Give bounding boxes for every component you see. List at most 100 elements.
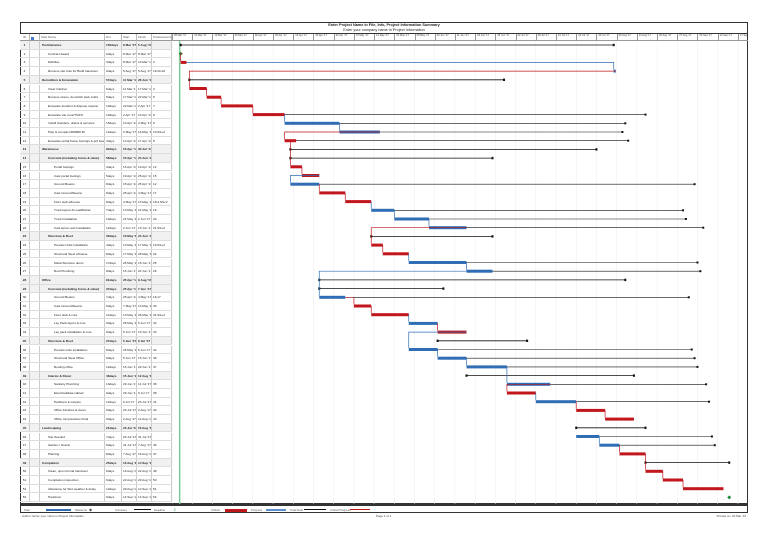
task-name[interactable]: Roofing office <box>40 362 105 371</box>
table-row[interactable]: 30 Ground Beams 7days 25 Apr '17 4 May '17 16… <box>20 293 172 302</box>
task-name[interactable]: Remove site huts for Build handover <box>40 67 105 75</box>
task-name[interactable]: Excavate portal frame footings & grd bea… <box>40 136 105 145</box>
task-name[interactable]: Sanitary Plumbing <box>40 380 105 388</box>
task-name[interactable]: Handover <box>40 493 105 502</box>
table-row[interactable]: 33 Lay Pack layout & cure 9days 26 May '17 5… <box>20 319 172 329</box>
table-row[interactable]: 5 Demolition & Excavation 57days 11 Mar '17… <box>20 75 172 85</box>
table-row[interactable]: 26 Metal Structure doors 17days 26 May '17 1… <box>20 258 172 268</box>
task-name[interactable]: Office Finishes & doors <box>40 406 105 415</box>
task-name[interactable]: Landscaping <box>40 423 105 432</box>
table-row[interactable]: 34 Lay pack installation & cure 9days 5 Jun… <box>20 328 172 337</box>
table-row[interactable]: 45 Landscaping 21days 23 Jul '17 16 Aug '17 <box>20 423 172 433</box>
task-name[interactable]: Site Seeded <box>40 432 105 441</box>
task-name[interactable]: Truck Installation <box>40 215 105 223</box>
table-row[interactable]: 48 Planting 8days 7 Aug '17 16 Aug '17 47 <box>20 449 172 459</box>
task-name[interactable]: Lay Pack layout & cure <box>40 319 105 328</box>
table-row[interactable]: 31 Cast Ground Beams 6days 7 May '17 13 May … <box>20 302 172 311</box>
table-row[interactable]: 14 Concrete (including forms & rebar) 58da… <box>20 154 172 163</box>
table-row[interactable]: 19 Floor slab w/house 8days 4 May '17 13 May… <box>20 197 172 207</box>
task-name[interactable]: Excavate footprint & dispose surplus <box>40 101 105 110</box>
task-name[interactable]: Completion inspection <box>40 476 105 484</box>
task-name[interactable]: Interior & Fitout <box>40 371 105 380</box>
table-row[interactable]: 49 Completion 25days 16 Aug '17 14 Sep '17 <box>20 458 172 468</box>
table-row[interactable]: 25 Structural Steel w/house 8days 17 May '1… <box>20 249 172 259</box>
column-header-predecessors[interactable]: Predecessors <box>152 34 172 41</box>
task-name[interactable]: Ground Beams <box>40 293 105 301</box>
table-row[interactable]: 12 Excavate portal frame footings & grd b… <box>20 136 172 146</box>
column-header-indicators[interactable] <box>30 34 40 41</box>
table-row[interactable]: 47 Garden / Gravel 6days 31 Jul '17 7 Aug '1… <box>20 441 172 450</box>
task-name[interactable]: Structural Steel Office <box>40 354 105 362</box>
task-name[interactable]: Structure & Roof <box>40 336 105 345</box>
task-name[interactable]: Metal Structure doors <box>40 258 105 267</box>
task-name[interactable]: Electrical/data cabled <box>40 389 105 397</box>
table-row[interactable]: 27 Roof Plumbing 8days 15 Jun '17 24 Jun '17… <box>20 267 172 276</box>
column-header-id[interactable]: ID <box>20 34 30 41</box>
table-row[interactable]: 22 Cast Apron and Installation 12days 2 Jun… <box>20 223 172 233</box>
task-name[interactable]: Concrete (including forms & rebar) <box>40 284 105 293</box>
task-name[interactable]: Mobilise <box>40 58 105 67</box>
table-row[interactable]: 20 Truck layout & Lead/Rebar 7days 13 May '… <box>20 206 172 215</box>
table-row[interactable]: 3 Mobilise 3days 8 Mar '17 10 Mar '17 2 <box>20 58 172 68</box>
table-row[interactable]: 2 Contract Award 0days 8 Mar '17 8 Mar '17 <box>20 49 172 59</box>
table-row[interactable]: 39 Interior & Fitout 46days 15 Jun '17 12 Au… <box>20 371 172 381</box>
table-row[interactable]: 44 Office Inmprections Final 9days 2 Aug '1… <box>20 415 172 424</box>
table-row[interactable]: 52 Allowance for Wet weather & delay 12day… <box>20 484 172 494</box>
table-row[interactable]: 17 Ground Beams 8days 15 Apr '17 25 Apr '17 1… <box>20 180 172 189</box>
task-name[interactable]: Warehouse <box>40 145 105 154</box>
task-name[interactable]: Ground Beams <box>40 180 105 188</box>
table-row[interactable]: 7 Remove stores, demolish slab, build 5day… <box>20 93 172 102</box>
table-row[interactable]: 11 Pipe & compact ###### fill 12days 2 May … <box>20 128 172 137</box>
task-name[interactable]: Install hoarders, drains & services <box>40 119 105 127</box>
task-name[interactable]: Clear Cabinet <box>40 84 105 93</box>
task-name[interactable]: Demolition & Excavation <box>40 75 105 84</box>
column-header-duration[interactable]: Dur <box>105 34 122 41</box>
table-row[interactable]: 10 Install hoarders, drains & services 15d… <box>20 119 172 128</box>
task-name[interactable]: Excavate site runs/TS/FS <box>40 110 105 119</box>
table-row[interactable]: 8 Excavate footprint & dispose surplus 10d… <box>20 101 172 111</box>
table-row[interactable]: 23 Structure & Roof 35days 13 May '17 24 Jun… <box>20 232 172 242</box>
table-row[interactable]: 18 Cast Ground Beams 8days 25 Apr '17 4 May … <box>20 188 172 198</box>
table-row[interactable]: 50 Clean, upon formal handover 6days 16 Aug… <box>20 467 172 476</box>
table-row[interactable]: 35 Structure & Roof 27days 5 Jun '17 6 Jul '… <box>20 336 172 346</box>
table-row[interactable]: 51 Completion inspection 6days 22 Aug '17 29… <box>20 476 172 485</box>
table-row[interactable]: 41 Electrical/data cabled 9days 29 Jun '17 9… <box>20 389 172 398</box>
task-name[interactable]: Remove stores, demolish slab, build <box>40 93 105 101</box>
table-row[interactable]: 6 Clear Cabinet 6days 11 Mar '17 17 Mar '17 3 <box>20 84 172 94</box>
table-row[interactable]: 38 Roofing office 12days 15 Jun '17 29 Jun '… <box>20 362 172 372</box>
task-name[interactable]: Structural Steel w/house <box>40 249 105 258</box>
table-row[interactable]: 29 Concrete (including forms & rebar) 37da… <box>20 284 172 294</box>
task-name[interactable]: Floor slab w/house <box>40 197 105 206</box>
task-name[interactable]: Structure & Roof <box>40 232 105 241</box>
task-name[interactable]: Concrete (including forms & rebar) <box>40 154 105 162</box>
table-row[interactable]: 32 Floor slab & cure 11days 13 May '17 26 Ma… <box>20 310 172 320</box>
table-row[interactable]: 13 Warehouse 90days 15 Apr '17 30 Jul '17 <box>20 145 172 155</box>
task-name[interactable]: Cast Ground Beams <box>40 302 105 310</box>
table-row[interactable]: 21 Truck Installation 10days 21 May '17 2 Ju… <box>20 215 172 224</box>
task-name[interactable]: Cast Apron and Installation <box>40 223 105 232</box>
task-name[interactable]: Lay pack installation & cure <box>40 328 105 336</box>
task-name[interactable]: Truck layout & Lead/Rebar <box>40 206 105 214</box>
table-row[interactable]: 28 Office 91days 25 Apr '17 9 Aug '17 <box>20 275 172 285</box>
table-row[interactable]: 36 Precast units installation 8days 26 May … <box>20 345 172 355</box>
table-row[interactable]: 40 Sanitary Plumbing 13days 29 Jun '17 14 Ju… <box>20 380 172 389</box>
task-name[interactable]: Preliminaries <box>40 41 105 49</box>
table-row[interactable]: 1 Preliminaries 150days 8 Mar '17 5 Aug '17 <box>20 41 172 50</box>
table-row[interactable]: 42 Partitions & carpets 12days 9 Jul '17 23 … <box>20 397 172 407</box>
task-name[interactable]: Clean, upon formal handover <box>40 467 105 475</box>
table-row[interactable]: 24 Precast Units Installation 4days 13 May … <box>20 241 172 250</box>
column-header-finish[interactable]: Finish <box>137 34 152 41</box>
task-name[interactable]: Office Inmprections Final <box>40 415 105 423</box>
table-row[interactable]: 53 Handover 0days 14 Sep '17 14 Sep '17 52 <box>20 493 172 503</box>
column-header-name[interactable]: Task Name <box>40 34 105 41</box>
task-name[interactable]: Cast Ground Beams <box>40 188 105 197</box>
table-row[interactable]: 16 Cast portal footings 5days 19 Apr '17 25 … <box>20 171 172 181</box>
task-name[interactable]: Precast units installation <box>40 345 105 354</box>
task-name[interactable]: Partitions & carpets <box>40 397 105 406</box>
table-row[interactable]: 9 Excavate site runs/TS/FS 10days 2 Apr '17… <box>20 110 172 120</box>
task-name[interactable]: Planting <box>40 449 105 458</box>
task-name[interactable]: Allowance for Wet weather & delay <box>40 484 105 493</box>
task-name[interactable]: Cast portal footings <box>40 171 105 180</box>
task-name[interactable]: Completion <box>40 458 105 467</box>
task-name[interactable]: Contract Award <box>40 49 105 58</box>
